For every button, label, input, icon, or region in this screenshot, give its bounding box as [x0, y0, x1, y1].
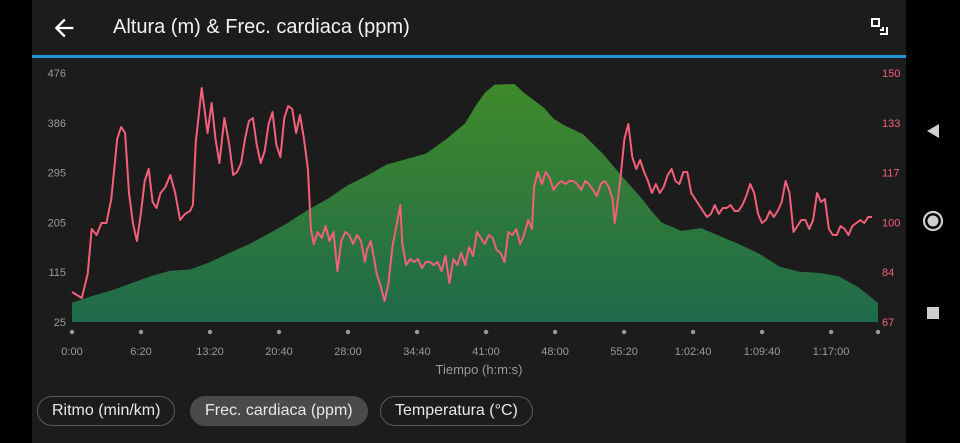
x-tick-label: 20:40 [265, 346, 293, 358]
x-tick-dot [875, 329, 881, 335]
chip-heart-rate[interactable]: Frec. cardiaca (ppm) [190, 396, 368, 426]
nav-back-icon [927, 124, 939, 138]
y-axis-right: 150 133 117 100 84 67 [882, 68, 900, 329]
y-left-tick-label: 25 [54, 317, 66, 329]
x-tick-label: 13:20 [196, 346, 224, 358]
back-button[interactable] [50, 14, 78, 42]
chip-temperature[interactable]: Temperatura (°C) [380, 396, 533, 426]
y-left-tick-label: 295 [48, 168, 66, 180]
chip-pace[interactable]: Ritmo (min/km) [37, 396, 176, 426]
y-right-tick-label: 150 [882, 68, 900, 80]
x-tick-dot [207, 329, 213, 335]
x-tick-dot [828, 329, 834, 335]
nav-home-icon [922, 210, 944, 232]
x-tick-label: 28:00 [334, 346, 362, 358]
x-tick-dot [483, 329, 489, 335]
x-tick-dot [138, 329, 144, 335]
x-tick-label: 0:00 [61, 346, 82, 358]
y-left-tick-label: 476 [48, 68, 66, 80]
header-accent-line [32, 55, 906, 58]
x-tick-label: 1:09:40 [744, 346, 781, 358]
arrow-back-icon [54, 18, 74, 38]
y-right-tick-label: 133 [882, 118, 900, 130]
nav-back-button[interactable] [921, 122, 945, 145]
x-axis: 0:00 6:20 13:20 20:40 28:00 34:40 41:00 48:00 55… [61, 346, 849, 358]
app-window: Altura (m) & Frec. cardiaca (ppm) 476 386… [32, 0, 906, 443]
x-tick-label: 1:17:00 [813, 346, 850, 358]
x-tick-label: 48:00 [541, 346, 569, 358]
x-tick-label: 55:20 [610, 346, 638, 358]
y-left-tick-label: 386 [48, 118, 66, 130]
x-tick-dot [276, 329, 282, 335]
x-axis-dots [69, 329, 881, 335]
metric-chips: Ritmo (min/km) Frec. cardiaca (ppm) Temp… [32, 396, 906, 430]
x-tick-dot [759, 329, 765, 335]
altitude-area [72, 84, 878, 322]
x-tick-dot [621, 329, 627, 335]
y-right-tick-label: 117 [882, 168, 900, 180]
top-app-bar: Altura (m) & Frec. cardiaca (ppm) [32, 0, 906, 55]
nav-recents-button[interactable] [921, 304, 945, 327]
x-tick-dot [414, 329, 420, 335]
y-right-tick-label: 67 [882, 317, 894, 329]
x-tick-dot [690, 329, 696, 335]
y-right-tick-label: 84 [882, 267, 894, 279]
x-tick-dot [345, 329, 351, 335]
nav-home-button[interactable] [921, 209, 945, 238]
y-left-tick-label: 115 [48, 267, 66, 279]
y-right-tick-label: 100 [882, 217, 900, 229]
nav-recents-icon [927, 307, 939, 319]
x-tick-label: 6:20 [130, 346, 151, 358]
x-tick-label: 1:02:40 [675, 346, 712, 358]
x-tick-dot [69, 329, 75, 335]
fullscreen-button[interactable] [868, 15, 892, 39]
system-nav-bar [906, 0, 960, 443]
x-tick-label: 41:00 [472, 346, 500, 358]
left-edge [0, 0, 32, 443]
chart-container[interactable]: 476 386 295 205 115 25 150 133 117 100 84 67 0:00 6… [32, 58, 906, 380]
page-title: Altura (m) & Frec. cardiaca (ppm) [113, 16, 410, 38]
fullscreen-icon [871, 18, 888, 35]
altitude-heartrate-chart[interactable]: 476 386 295 205 115 25 150 133 117 100 84 67 0:00 6… [32, 58, 906, 380]
y-axis-left: 476 386 295 205 115 25 [48, 68, 66, 329]
heartrate-line [71, 87, 873, 302]
x-axis-label: Tiempo (h:m:s) [436, 362, 523, 377]
y-left-tick-label: 205 [48, 217, 66, 229]
x-tick-label: 34:40 [403, 346, 431, 358]
x-tick-dot [552, 329, 558, 335]
